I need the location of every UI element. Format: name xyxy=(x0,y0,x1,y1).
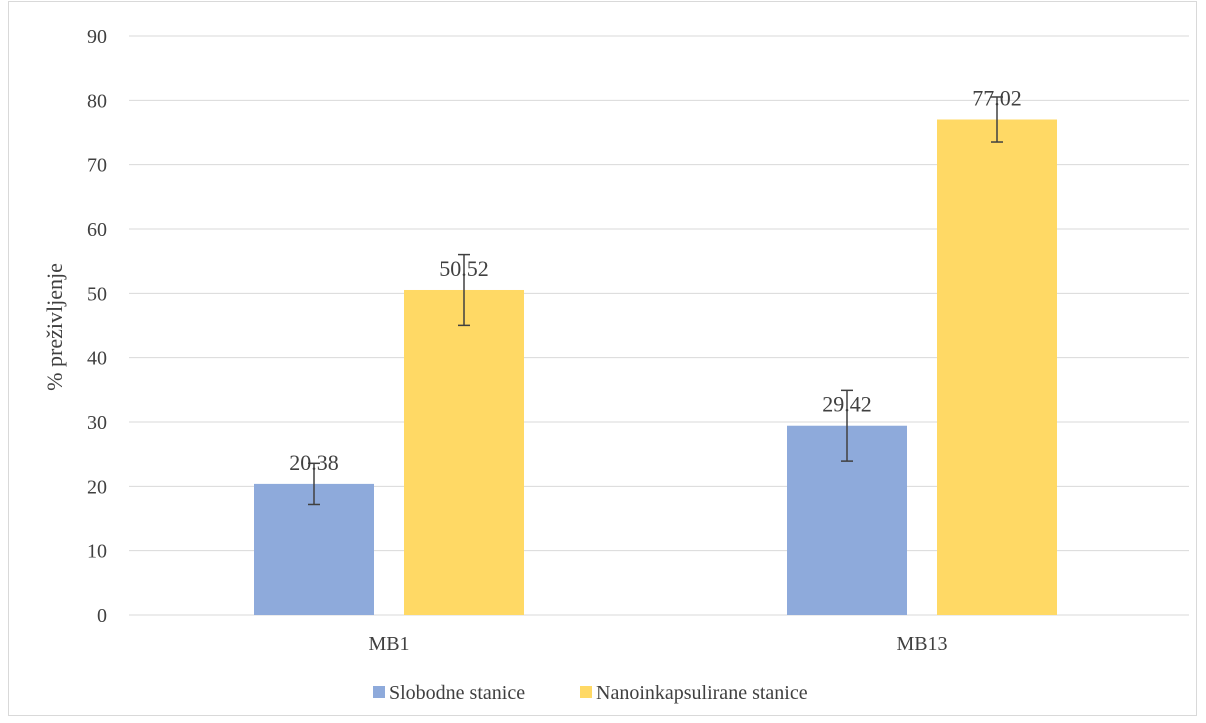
bar-slobodne-mb1 xyxy=(254,483,374,615)
y-tick-label: 0 xyxy=(97,605,107,627)
legend-swatch xyxy=(373,686,385,698)
data-label: 29.42 xyxy=(822,392,872,417)
legend-label: Nanoinkapsulirane stanice xyxy=(596,682,808,704)
y-tick-label: 30 xyxy=(87,412,107,434)
legend-item-slobodne: Slobodne stanice xyxy=(373,682,525,704)
data-labels: 20.38 29.42 50.52 77.02 xyxy=(289,86,1022,475)
error-bar xyxy=(841,389,853,462)
bar-chart: 0 10 20 30 40 50 60 70 80 90 20.38 29.42 50.52 77.02… xyxy=(42,26,1189,704)
x-category-label: MB1 xyxy=(368,633,409,655)
legend-item-nanoinkapsulirane: Nanoinkapsulirane stanice xyxy=(580,682,808,704)
error-bar xyxy=(991,96,1003,143)
y-axis-ticks: 0 10 20 30 40 50 60 70 80 90 xyxy=(87,26,107,627)
legend: Slobodne stanice Nanoinkapsulirane stanic… xyxy=(373,682,808,704)
y-tick-label: 20 xyxy=(87,476,107,498)
y-tick-label: 90 xyxy=(87,26,107,48)
data-label: 50.52 xyxy=(439,256,489,281)
x-category-label: MB13 xyxy=(896,633,947,655)
x-axis-categories: MB1 MB13 xyxy=(368,633,947,655)
bar-nanoinkapsulirane-mb1 xyxy=(404,289,524,615)
y-tick-label: 80 xyxy=(87,90,107,112)
chart-frame: 0 10 20 30 40 50 60 70 80 90 20.38 29.42 50.52 77.02… xyxy=(8,1,1197,716)
data-label: 77.02 xyxy=(972,86,1022,111)
y-axis-title: % preživljenje xyxy=(42,263,67,391)
error-bar xyxy=(458,253,470,327)
legend-swatch xyxy=(580,686,592,698)
legend-label: Slobodne stanice xyxy=(389,682,525,704)
bar-nanoinkapsulirane-mb13 xyxy=(937,119,1057,615)
y-tick-label: 60 xyxy=(87,219,107,241)
y-tick-label: 70 xyxy=(87,155,107,177)
error-bars xyxy=(308,96,1003,506)
y-tick-label: 40 xyxy=(87,348,107,370)
bars xyxy=(254,119,1057,615)
error-bar xyxy=(308,462,320,506)
y-tick-label: 50 xyxy=(87,283,107,305)
data-label: 20.38 xyxy=(289,450,339,475)
y-tick-label: 10 xyxy=(87,541,107,563)
